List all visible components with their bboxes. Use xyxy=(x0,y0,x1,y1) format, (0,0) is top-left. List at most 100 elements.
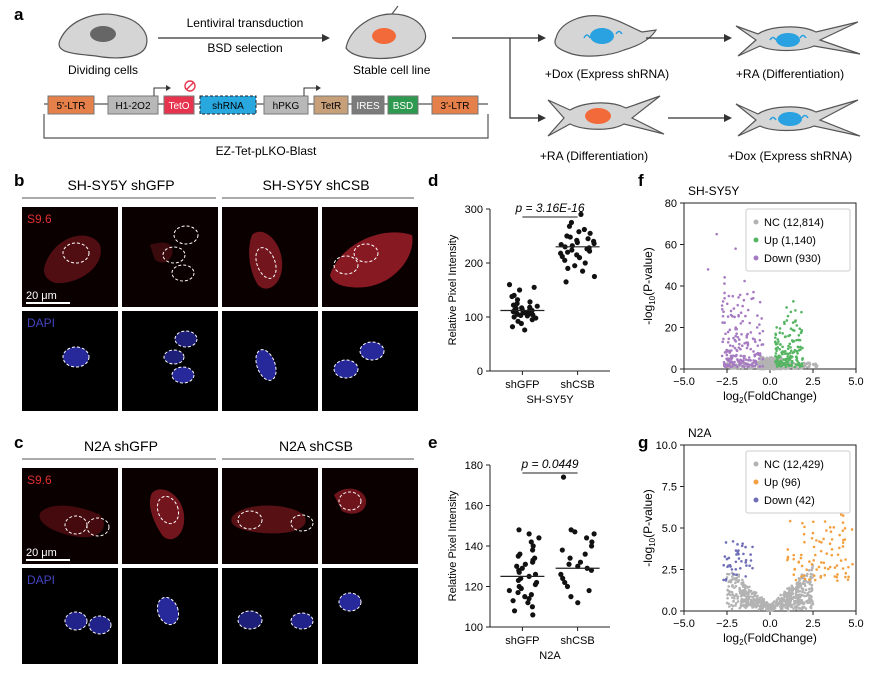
data-point xyxy=(771,360,775,364)
panel-letter-g: g xyxy=(638,433,648,452)
data-point xyxy=(774,367,777,371)
data-point xyxy=(777,363,780,366)
data-point xyxy=(558,571,564,577)
data-point xyxy=(806,362,809,365)
b-label-s96: S9.6 xyxy=(27,212,52,226)
data-point xyxy=(790,360,793,364)
data-point xyxy=(798,327,802,331)
y-tick-label: 7.5 xyxy=(662,482,677,494)
data-point xyxy=(799,601,803,605)
data-point xyxy=(728,563,732,567)
data-point xyxy=(738,606,742,610)
data-point xyxy=(765,364,768,368)
data-point xyxy=(740,559,743,563)
data-point xyxy=(722,578,725,582)
data-point xyxy=(728,579,732,582)
data-point xyxy=(746,308,750,312)
data-point xyxy=(589,539,595,545)
data-point xyxy=(726,364,730,368)
data-point xyxy=(745,598,748,602)
data-point xyxy=(797,582,801,586)
y-tick-label: 60 xyxy=(665,240,677,252)
data-point xyxy=(739,358,742,362)
data-point xyxy=(765,362,768,366)
data-point xyxy=(731,344,735,348)
vector-3ltr xyxy=(431,95,479,115)
data-point xyxy=(793,567,797,571)
data-point xyxy=(737,573,741,577)
data-point xyxy=(841,567,845,570)
data-point xyxy=(820,541,823,544)
data-point xyxy=(830,553,834,557)
data-point xyxy=(726,593,729,597)
data-point xyxy=(511,314,517,320)
data-point xyxy=(761,605,765,609)
data-point xyxy=(808,601,812,604)
data-point xyxy=(783,590,786,594)
data-point xyxy=(794,319,797,322)
data-point xyxy=(786,600,790,603)
data-point xyxy=(730,575,734,578)
data-point xyxy=(783,363,787,367)
data-point xyxy=(721,300,725,303)
data-point xyxy=(810,604,813,607)
data-point xyxy=(761,329,765,333)
data-point xyxy=(740,589,743,593)
data-point xyxy=(734,340,738,343)
data-point xyxy=(773,340,777,343)
data-point xyxy=(734,560,738,564)
vector-5ltr xyxy=(47,95,95,115)
data-point xyxy=(744,358,748,361)
vector-diagram: 5'-LTR H1-2O2 TetO shRNA hPKG TetR IRES … xyxy=(43,80,489,139)
data-point xyxy=(772,604,775,607)
data-point xyxy=(811,576,814,579)
data-point xyxy=(731,604,735,608)
data-point xyxy=(795,349,799,353)
data-point xyxy=(788,358,791,362)
data-point xyxy=(792,607,795,610)
data-point xyxy=(743,365,746,369)
data-point xyxy=(835,564,839,567)
data-point xyxy=(776,342,779,346)
data-point xyxy=(567,234,573,240)
data-point xyxy=(516,527,522,533)
data-point xyxy=(731,294,735,298)
data-point xyxy=(788,519,792,523)
data-point xyxy=(810,536,814,540)
data-point xyxy=(789,354,792,358)
data-point xyxy=(748,590,751,594)
data-point xyxy=(730,349,733,352)
data-point xyxy=(724,541,728,544)
data-point xyxy=(728,351,732,354)
legend-label: NC (12,814) xyxy=(764,217,824,229)
data-point xyxy=(809,599,812,602)
svg-text:3'-LTR: 3'-LTR xyxy=(441,101,470,112)
panel-letter-a: a xyxy=(14,5,24,24)
panel-letter-e: e xyxy=(428,433,437,452)
data-point xyxy=(727,585,731,588)
data-point xyxy=(733,315,736,319)
data-point xyxy=(774,352,778,355)
data-point xyxy=(563,279,569,285)
data-point xyxy=(734,326,738,329)
data-point xyxy=(731,583,734,587)
data-point xyxy=(830,538,834,541)
data-point xyxy=(744,545,747,549)
data-point xyxy=(813,578,817,582)
data-point xyxy=(819,561,823,564)
data-point xyxy=(765,356,769,360)
data-point xyxy=(812,574,816,577)
data-point xyxy=(803,540,806,544)
label-dox-top: +Dox (Express shRNA) xyxy=(545,67,669,81)
data-point xyxy=(762,600,765,603)
data-point xyxy=(784,335,787,338)
data-point xyxy=(787,593,791,596)
data-point xyxy=(733,597,736,600)
data-point xyxy=(772,600,776,603)
data-point xyxy=(735,348,739,352)
data-point xyxy=(753,594,756,598)
data-point xyxy=(800,564,804,568)
data-point xyxy=(757,601,760,604)
y-tick-label: 10.0 xyxy=(656,440,677,452)
data-point xyxy=(810,568,813,572)
